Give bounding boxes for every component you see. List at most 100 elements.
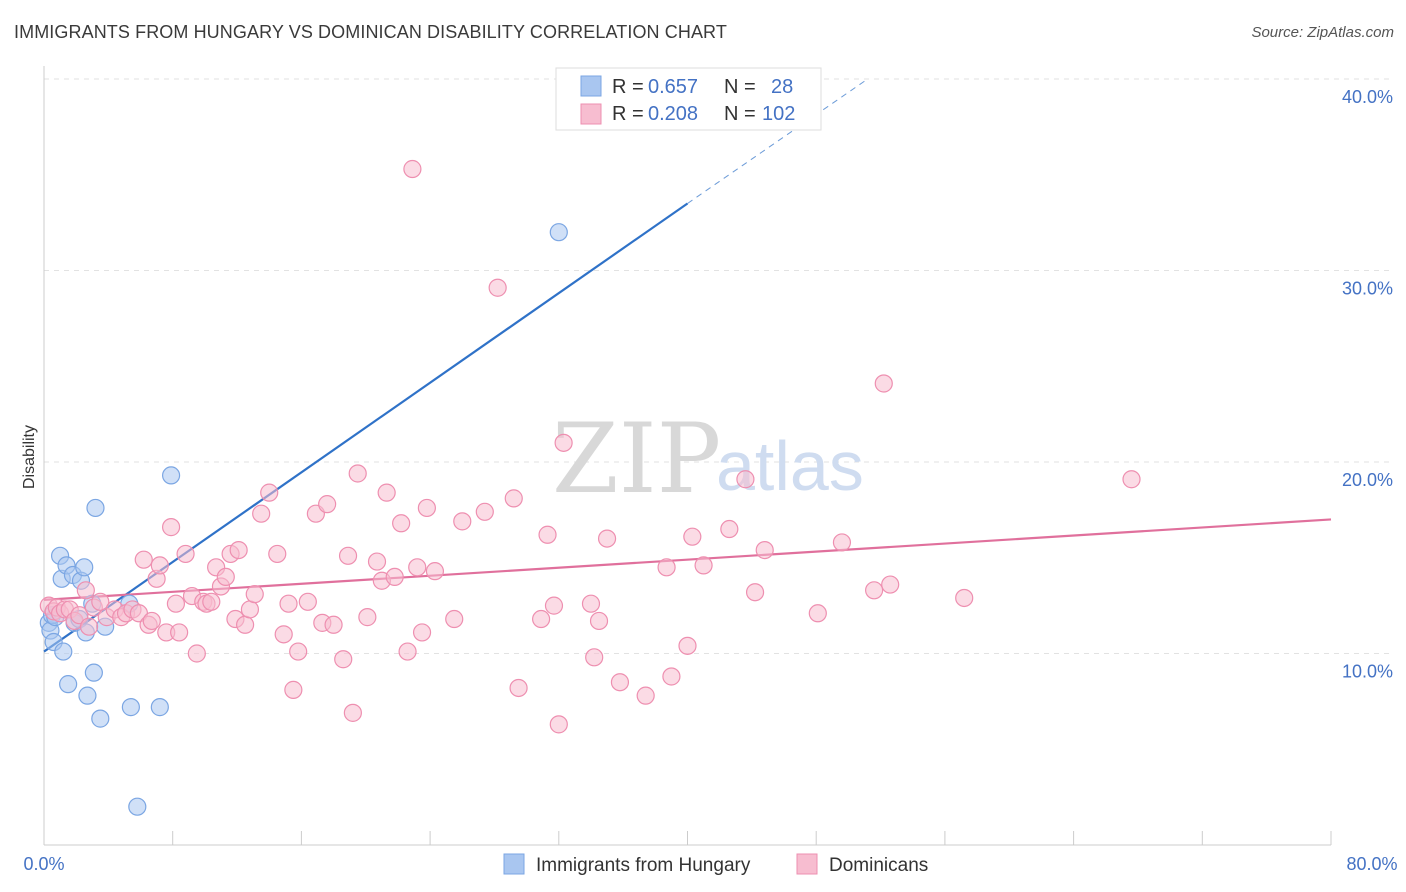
point-dominicans-66 — [412, 623, 432, 642]
point-dominicans-22 — [150, 556, 169, 575]
stats-legend-swatch-hungary — [580, 75, 602, 97]
point-dominicans-20 — [142, 611, 161, 631]
point-hungary-26 — [161, 466, 181, 485]
point-dominicans-100 — [955, 588, 974, 608]
point-dominicans-25 — [166, 594, 186, 613]
point-dominicans-78 — [549, 715, 568, 734]
point-dominicans-92 — [736, 470, 755, 489]
stats-r-label-dominicans: R = — [612, 103, 644, 125]
point-dominicans-62 — [385, 567, 404, 587]
trend-lines — [43, 78, 1332, 653]
source-label: Source: ZipAtlas.com — [1251, 24, 1394, 41]
point-hungary-7 — [54, 642, 73, 661]
point-dominicans-85 — [636, 686, 655, 705]
point-dominicans-84 — [610, 673, 630, 692]
point-dominicans-75 — [532, 609, 551, 629]
point-dominicans-71 — [475, 502, 494, 521]
point-dominicans-97 — [865, 581, 884, 600]
point-dominicans-83 — [597, 529, 617, 548]
point-dominicans-64 — [398, 642, 417, 661]
point-dominicans-32 — [202, 592, 221, 611]
point-dominicans-11 — [91, 592, 110, 611]
point-dominicans-18 — [134, 550, 153, 569]
point-dominicans-68 — [425, 562, 445, 581]
point-dominicans-27 — [176, 544, 195, 564]
point-hungary-27 — [549, 223, 568, 242]
point-dominicans-47 — [284, 680, 303, 699]
point-dominicans-70 — [453, 512, 472, 531]
point-hungary-18 — [84, 663, 103, 682]
point-dominicans-8 — [76, 581, 95, 600]
point-dominicans-101 — [1122, 470, 1141, 489]
point-hungary-19 — [86, 498, 105, 518]
legend-label-dominicans: Dominicans — [829, 855, 928, 876]
point-dominicans-99 — [881, 575, 900, 594]
x-ticks — [43, 831, 1332, 845]
point-dominicans-41 — [245, 585, 264, 604]
bottom-legend: Immigrants from Hungary Dominicans — [503, 853, 928, 876]
legend-swatch-hungary — [503, 853, 525, 875]
point-dominicans-35 — [216, 567, 235, 587]
point-dominicans-54 — [334, 650, 353, 669]
point-dominicans-86 — [657, 558, 676, 577]
point-dominicans-57 — [348, 464, 367, 483]
y-tick-label-30: 30.0% — [1342, 279, 1393, 299]
gridlines — [44, 78, 1392, 654]
point-dominicans-52 — [318, 495, 337, 514]
point-dominicans-88 — [678, 636, 697, 655]
point-dominicans-95 — [808, 604, 827, 623]
point-dominicans-29 — [187, 644, 206, 663]
point-dominicans-72 — [488, 278, 507, 297]
stats-legend: R = 0.657 N = 28 R = 0.208 N = 102 — [555, 67, 822, 131]
legend-swatch-dominicans — [796, 853, 818, 875]
point-dominicans-63 — [392, 514, 411, 533]
point-dominicans-56 — [343, 703, 362, 722]
point-dominicans-44 — [268, 544, 287, 564]
stats-n-value-dominicans: 102 — [762, 103, 795, 125]
point-dominicans-65 — [408, 558, 427, 577]
point-dominicans-102 — [403, 159, 422, 179]
point-dominicans-82 — [589, 611, 609, 631]
y-axis-label: Disability — [21, 425, 38, 489]
point-hungary-9 — [59, 675, 78, 694]
point-dominicans-58 — [358, 608, 377, 627]
stats-r-value-dominicans: 0.208 — [648, 103, 698, 125]
point-dominicans-79 — [554, 433, 573, 452]
point-dominicans-53 — [324, 615, 343, 634]
point-dominicans-69 — [445, 609, 464, 629]
point-dominicans-76 — [538, 525, 557, 544]
point-dominicans-48 — [289, 642, 308, 661]
watermark-atlas: atlas — [716, 427, 864, 505]
point-dominicans-40 — [240, 600, 260, 619]
point-dominicans-24 — [161, 518, 181, 537]
point-dominicans-80 — [581, 594, 601, 613]
stats-r-value-hungary: 0.657 — [648, 76, 698, 98]
point-dominicans-74 — [509, 678, 528, 698]
point-dominicans-26 — [170, 623, 189, 642]
point-dominicans-49 — [298, 592, 317, 611]
stats-n-label-hungary: N = — [724, 76, 756, 98]
point-dominicans-46 — [279, 594, 298, 613]
point-hungary-23 — [121, 698, 140, 717]
point-dominicans-96 — [832, 533, 852, 552]
legend-label-hungary: Immigrants from Hungary — [536, 855, 751, 876]
point-hungary-24 — [128, 797, 147, 816]
point-dominicans-93 — [745, 583, 765, 602]
point-dominicans-38 — [229, 540, 248, 560]
y-tick-label-20: 20.0% — [1342, 470, 1393, 490]
point-dominicans-67 — [417, 498, 436, 518]
point-hungary-25 — [150, 698, 169, 717]
point-dominicans-77 — [544, 596, 564, 615]
stats-legend-swatch-dominicans — [580, 103, 602, 125]
point-dominicans-9 — [79, 617, 99, 636]
point-hungary-14 — [75, 558, 94, 577]
point-dominicans-59 — [367, 552, 387, 571]
point-dominicans-94 — [755, 540, 774, 560]
point-dominicans-98 — [874, 374, 893, 393]
stats-r-label-hungary: R = — [612, 76, 644, 98]
y-tick-label-40: 40.0% — [1342, 87, 1393, 107]
point-dominicans-42 — [252, 504, 271, 523]
point-dominicans-90 — [694, 556, 713, 575]
point-dominicans-81 — [585, 648, 604, 667]
point-dominicans-87 — [662, 667, 681, 686]
